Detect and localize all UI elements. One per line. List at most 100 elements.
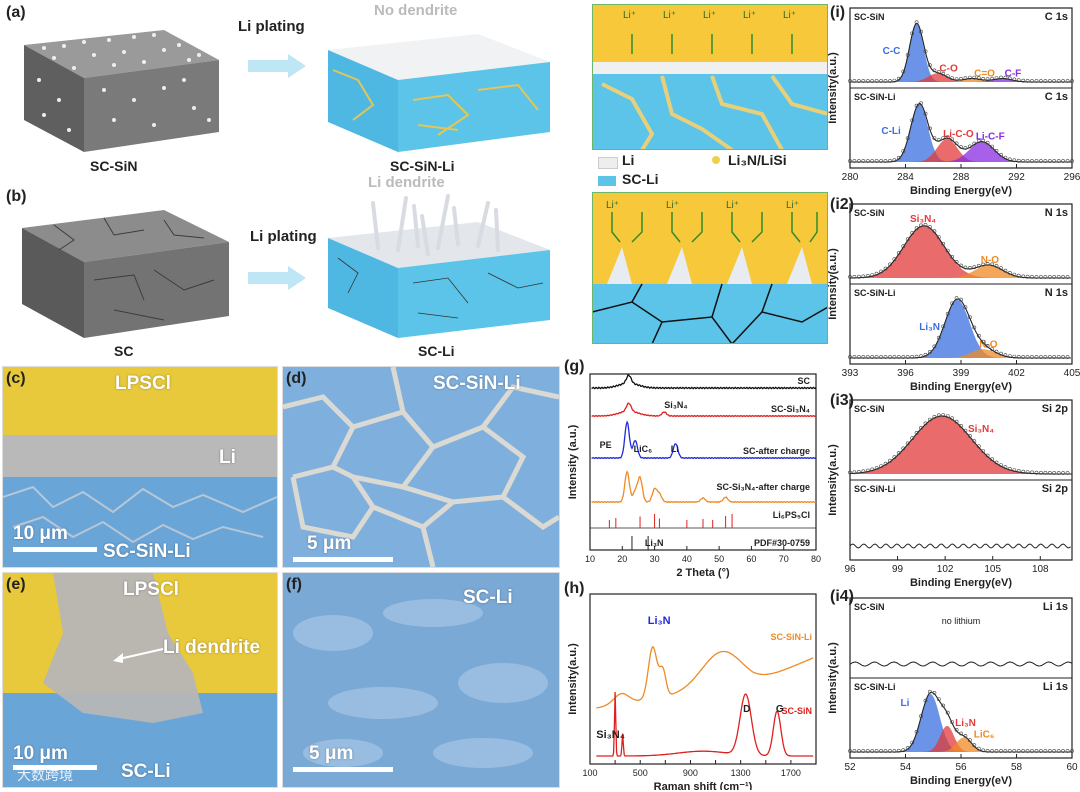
chart-i1-data-point [941,71,946,76]
chart-i1-data-point [959,77,963,81]
chart-i3-panel-title: Si 2p [1042,403,1069,415]
chart-i4-data-point [928,689,932,694]
chart-i4-data-point [945,710,950,715]
g-label-sc-after: SC-after charge [743,446,810,456]
chart-i1-data-point [999,75,1003,80]
chart-i1-peak-label: C-O [939,63,958,74]
g-label-sc: SC [797,376,810,386]
chart-i3-data-point [910,436,915,441]
chart-i1-data-point [879,159,884,163]
chart-i3-data-point [1043,471,1048,475]
chart-i3-xtick-label: 108 [1032,564,1049,575]
chart-i1-data-point [1038,159,1043,163]
li-ion-label-a4: Li⁺ [743,10,757,21]
chart-i1-data-point [865,159,870,163]
chart-i2-panel-title: N 1s [1045,287,1068,299]
g-label-scsin: SC-Si₃N₄ [771,404,810,414]
chart-i2-data-point [1056,275,1061,279]
sem-image-c: LPSCl Li 10 μm SC-SiN-Li [2,366,278,568]
chart-i2-data-point [932,229,937,234]
chart-i2-data-point [945,248,950,253]
chart-i2-panel-name: SC-SiN [854,208,885,218]
chart-i1-data-point [1056,79,1061,83]
chart-i2-data-point [865,355,870,359]
chart-i2-panel-name: SC-SiN-Li [854,288,896,298]
chart-i2-xlabel: Binding Energy(eV) [910,381,1012,393]
chart-i2-data-point [883,266,888,271]
chart-i4-data-point [883,749,888,753]
chart-i1-peak-label: Li-C-O [943,129,974,140]
chart-i1-data-point [972,75,977,80]
chart-i1-data-point [1025,79,1030,83]
chart-i2-data-point [905,355,910,359]
arrow-right-icon [248,54,306,78]
chart-i2-data-point [1030,355,1034,359]
sem-c-network [3,485,277,544]
chart-i2-ylabel: Intensity(a.u.) [827,248,839,320]
chart-i2-data-point [1012,354,1017,359]
sem-e-lpscl: LPSCl [123,579,179,600]
chart-i3-data-point [967,434,972,438]
chart-i2-envelope [850,225,1071,279]
chart-i1-xtick-label: 288 [953,172,970,183]
chart-i2-data-point [892,257,897,262]
chart-i2-data-point [1052,355,1057,359]
chart-i1-data-point [1030,159,1034,163]
sem-d-scalebar [293,557,393,562]
chart-i2-data-point [994,264,999,268]
chart-i4-data-point [914,729,919,734]
chart-i2-data-point [954,260,959,264]
chart-i2-data-point [1065,355,1070,359]
sem-c-lpscl: LPSCl [115,373,171,394]
chart-i3-data-point [874,466,879,470]
chart-i3-peak-fill [850,416,1072,474]
chart-i1-data-point [945,74,950,79]
h-ylabel: Intensity(a.u.) [567,643,579,715]
chart-i4-data-point [967,738,972,743]
chart-i2-peak-fill [850,300,1072,358]
chart-i4-data-point [985,748,990,753]
b-zoom-schematic [592,192,828,344]
chart-i1-data-point [985,77,990,82]
h-xlabel: Raman shift (cm⁻¹) [654,781,753,790]
panel-label-h: (h) [564,580,585,597]
sem-d-network [283,367,559,567]
chart-i3-ylabel: Intensity(a.u.) [827,444,839,516]
h-ann-li3n: Li₃N [648,615,671,627]
chart-i4-data-point [1003,749,1008,753]
chart-i1-data-point [1065,79,1070,83]
chart-i2-data-point [879,269,884,274]
chart-i4-data-point [959,731,963,736]
sc-sin-caption: SC-SiN [90,158,138,174]
chart-i2-data-point [950,301,955,306]
chart-i2-data-point [985,262,990,266]
chart-i4-peak-label: LiC₆ [974,730,995,741]
chart-i2-data-point [999,351,1003,356]
h-xtick-label: 500 [633,768,648,778]
legend-scli: SC-Li [622,171,659,187]
chart-i4-data-point [892,749,897,753]
sc-block-image [22,210,229,338]
chart-i3-xlabel: Binding Energy(eV) [910,577,1012,589]
chart-i2-data-point [857,274,861,279]
chart-i3-data-point [848,470,852,475]
chart-i2-data-point [1030,275,1034,279]
chart-i1-data-point [848,159,852,163]
chart-i4-data-point [874,749,879,753]
h-xtick-label: 100 [582,768,597,778]
chart-i1-data-point [896,76,901,81]
chart-i3-data-point [994,460,999,465]
chart-i2-data-point [967,315,972,320]
chart-i1-data-point [1016,78,1021,83]
chart-i1-data-point [1047,79,1052,83]
chart-i4-li1s: 52 54 56 58 60 Binding Energy(eV) Intensity(a.… [827,597,1078,787]
chart-i1-data-point [967,144,972,149]
chart-i3-data-point [870,467,875,472]
chart-i2-data-point [981,262,986,267]
panel-label-i4: (i4) [830,588,854,605]
chart-i1-data-point [1047,159,1052,163]
h-label-scsin: SC-SiN [781,706,812,716]
chart-i2-data-point [1056,355,1061,359]
chart-i3-panel-name: SC-SiN-Li [854,484,896,494]
chart-i1-panel-title: C 1s [1045,91,1068,103]
